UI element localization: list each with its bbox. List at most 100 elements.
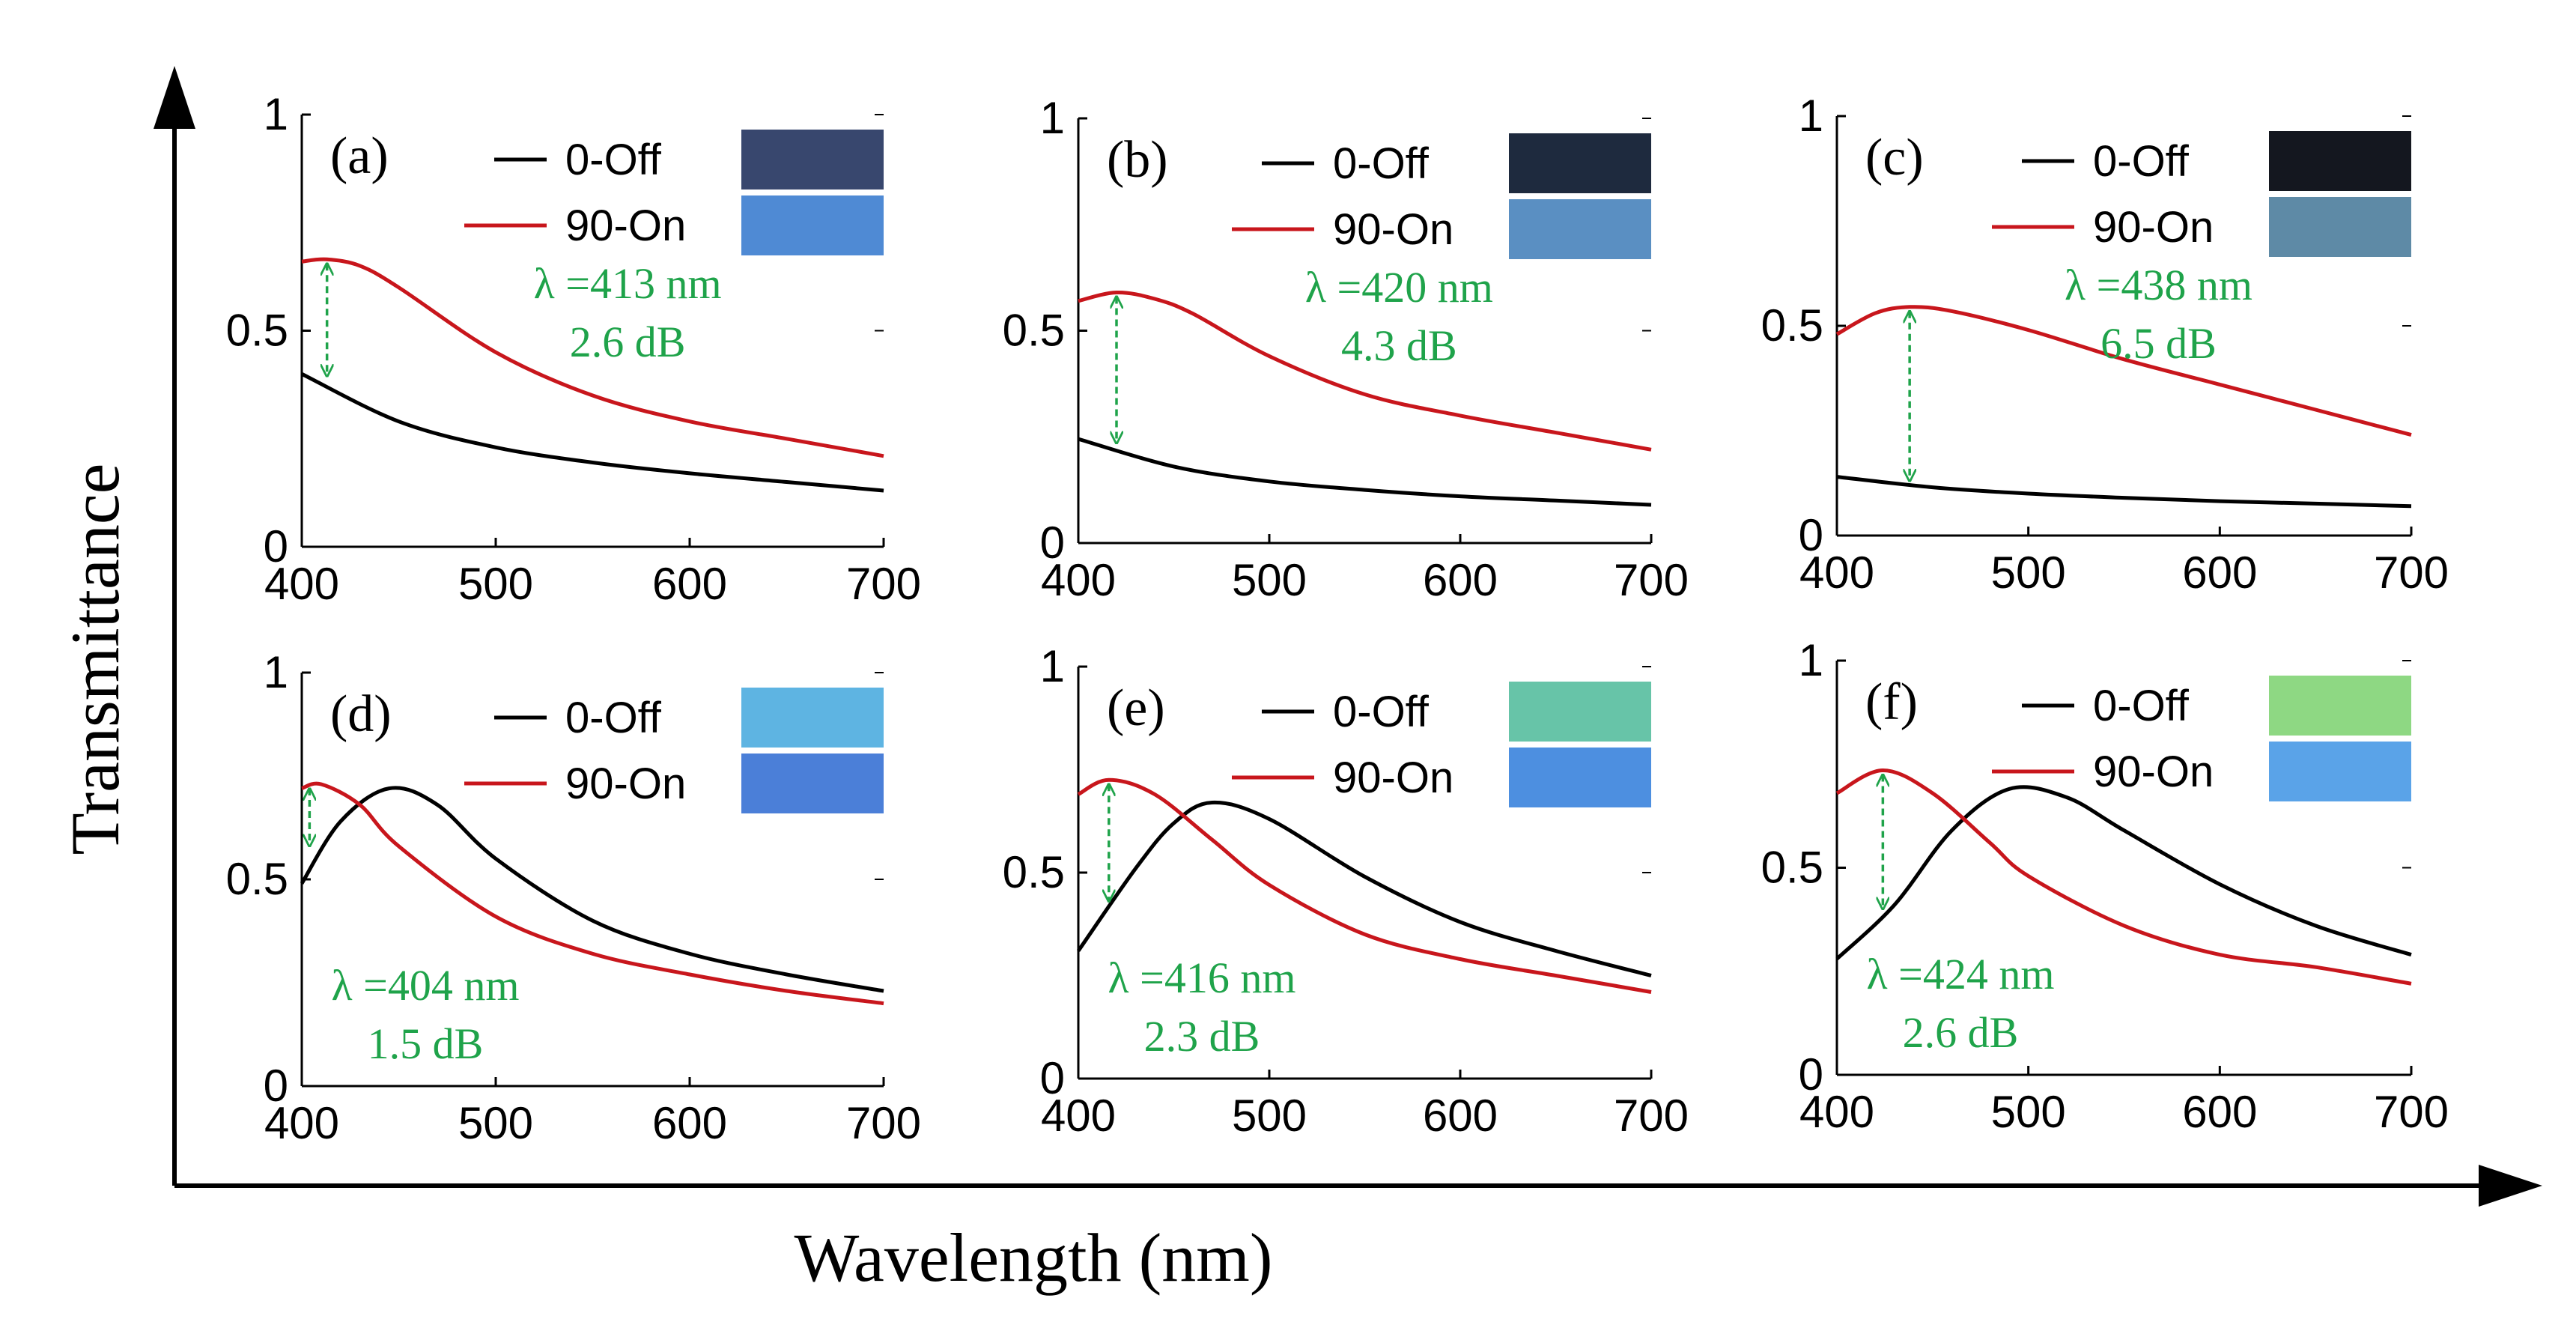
y-tick-label: 0 (1799, 510, 1823, 560)
color-swatch-on (1509, 748, 1651, 807)
y-tick-label: 1 (1040, 641, 1065, 691)
panel-label: (e) (1107, 679, 1165, 737)
panel-label: (a) (330, 127, 389, 185)
series-line-on (1077, 777, 1652, 994)
x-axis-title: Wavelength (nm) (795, 1219, 1273, 1296)
peak-wavelength-label: λ =416 nm (1108, 953, 1296, 1002)
x-tick-label: 500 (1991, 1087, 2066, 1137)
x-tick-label: 400 (264, 559, 339, 609)
y-tick-label: 0.5 (226, 854, 288, 904)
legend-label-off: 0-Off (2093, 682, 2190, 730)
contrast-db-label: 2.6 dB (1903, 1008, 2019, 1057)
color-swatch-off (2269, 131, 2411, 191)
y-tick-label: 0.5 (1761, 843, 1823, 893)
y-tick-label: 0 (1799, 1049, 1823, 1100)
series-line-off (1076, 800, 1652, 977)
panel-label: (c) (1865, 129, 1924, 187)
x-tick-label: 600 (652, 1098, 727, 1148)
series-line-on (1835, 305, 2412, 437)
chart-panel: 400 500 600 700 0 0.5 1 (f) 0-Off 90-On λ =424 nm 2… (1761, 635, 2449, 1137)
series-line-off (300, 786, 884, 993)
y-axis-arrow-icon (154, 66, 195, 129)
y-tick-label: 0 (264, 521, 288, 571)
color-swatch-on (2269, 742, 2411, 801)
y-tick-label: 1 (1799, 635, 1823, 685)
x-tick-label: 400 (1041, 1091, 1116, 1141)
x-axis-arrow-icon (2479, 1165, 2542, 1207)
legend-label-on: 90-On (565, 759, 686, 808)
series-line-off (1836, 475, 2412, 509)
x-tick-label: 700 (1614, 1091, 1689, 1141)
x-tick-label: 700 (846, 1098, 921, 1148)
series-line-off (1078, 437, 1652, 507)
legend-label-off: 0-Off (565, 694, 662, 742)
x-tick-label: 400 (1041, 555, 1116, 605)
chart-panel: 400 500 600 700 0 0.5 1 (d) 0-Off 90-On λ =404 nm 1… (226, 647, 921, 1148)
y-tick-label: 1 (264, 89, 288, 139)
peak-wavelength-label: λ =424 nm (1867, 950, 2055, 998)
x-tick-label: 400 (1799, 548, 1874, 598)
y-tick-label: 0.5 (1003, 847, 1065, 897)
chart-panel: 400 500 600 700 0 0.5 1 (c) 0-Off 90-On λ =438 nm 6… (1761, 91, 2449, 598)
x-tick-label: 500 (1991, 548, 2066, 598)
peak-wavelength-label: λ =404 nm (332, 961, 520, 1010)
contrast-db-label: 4.3 dB (1341, 321, 1457, 370)
color-swatch-on (741, 754, 884, 813)
x-tick-label: 700 (2374, 1087, 2449, 1137)
panel-label: (b) (1107, 131, 1168, 189)
contrast-db-label: 6.5 dB (2100, 319, 2217, 368)
series-line-off (1835, 785, 2412, 961)
color-swatch-on (1509, 199, 1651, 259)
legend-label-on: 90-On (565, 201, 686, 250)
contrast-db-label: 2.3 dB (1144, 1012, 1260, 1061)
color-swatch-off (741, 688, 884, 748)
color-swatch-on (741, 195, 884, 255)
contrast-db-label: 2.6 dB (570, 318, 686, 366)
series-line-off (300, 372, 884, 493)
x-tick-label: 600 (1423, 555, 1498, 605)
series-line-on (301, 257, 884, 458)
y-axis-title: Transmittance (57, 464, 133, 855)
panel-label: (d) (330, 685, 392, 743)
x-tick-label: 400 (264, 1098, 339, 1148)
x-tick-label: 400 (1799, 1087, 1874, 1137)
chart-panel: 400 500 600 700 0 0.5 1 (a) 0-Off 90-On λ =413 nm 2… (226, 89, 921, 609)
legend-label-off: 0-Off (1333, 688, 1430, 736)
x-tick-label: 500 (1232, 555, 1307, 605)
color-swatch-off (1509, 133, 1651, 193)
legend-label-on: 90-On (1333, 205, 1453, 254)
y-tick-label: 0 (1040, 1053, 1065, 1103)
peak-wavelength-label: λ =438 nm (2065, 261, 2253, 309)
chart-panel: 400 500 600 700 0 0.5 1 (e) 0-Off 90-On λ =416 nm 2… (1003, 641, 1689, 1141)
x-tick-label: 500 (458, 559, 533, 609)
y-tick-label: 1 (1040, 93, 1065, 143)
legend-label-on: 90-On (2093, 748, 2214, 796)
series-line-on (301, 781, 884, 1006)
y-tick-label: 0.5 (226, 306, 288, 356)
y-tick-label: 0 (1040, 518, 1065, 568)
x-tick-label: 600 (2182, 1087, 2257, 1137)
color-swatch-on (2269, 197, 2411, 257)
contrast-db-label: 1.5 dB (368, 1019, 484, 1068)
legend-label-on: 90-On (1333, 754, 1453, 802)
legend-label-off: 0-Off (565, 136, 662, 184)
y-tick-label: 1 (1799, 91, 1823, 141)
series-line-on (1078, 290, 1652, 452)
x-tick-label: 600 (2182, 548, 2257, 598)
x-tick-label: 500 (1232, 1091, 1307, 1141)
x-tick-label: 600 (652, 559, 727, 609)
x-tick-label: 700 (2374, 548, 2449, 598)
color-swatch-off (741, 130, 884, 189)
legend-label-on: 90-On (2093, 203, 2214, 252)
legend-label-off: 0-Off (1333, 139, 1430, 188)
color-swatch-off (1509, 682, 1651, 742)
y-tick-label: 1 (264, 647, 288, 697)
peak-wavelength-label: λ =420 nm (1305, 263, 1493, 312)
y-tick-label: 0.5 (1003, 306, 1065, 356)
panel-label: (f) (1865, 673, 1918, 731)
x-tick-label: 700 (1614, 555, 1689, 605)
chart-panel: 400 500 600 700 0 0.5 1 (b) 0-Off 90-On λ =420 nm 4… (1003, 93, 1689, 605)
x-tick-label: 500 (458, 1098, 533, 1148)
color-swatch-off (2269, 676, 2411, 736)
